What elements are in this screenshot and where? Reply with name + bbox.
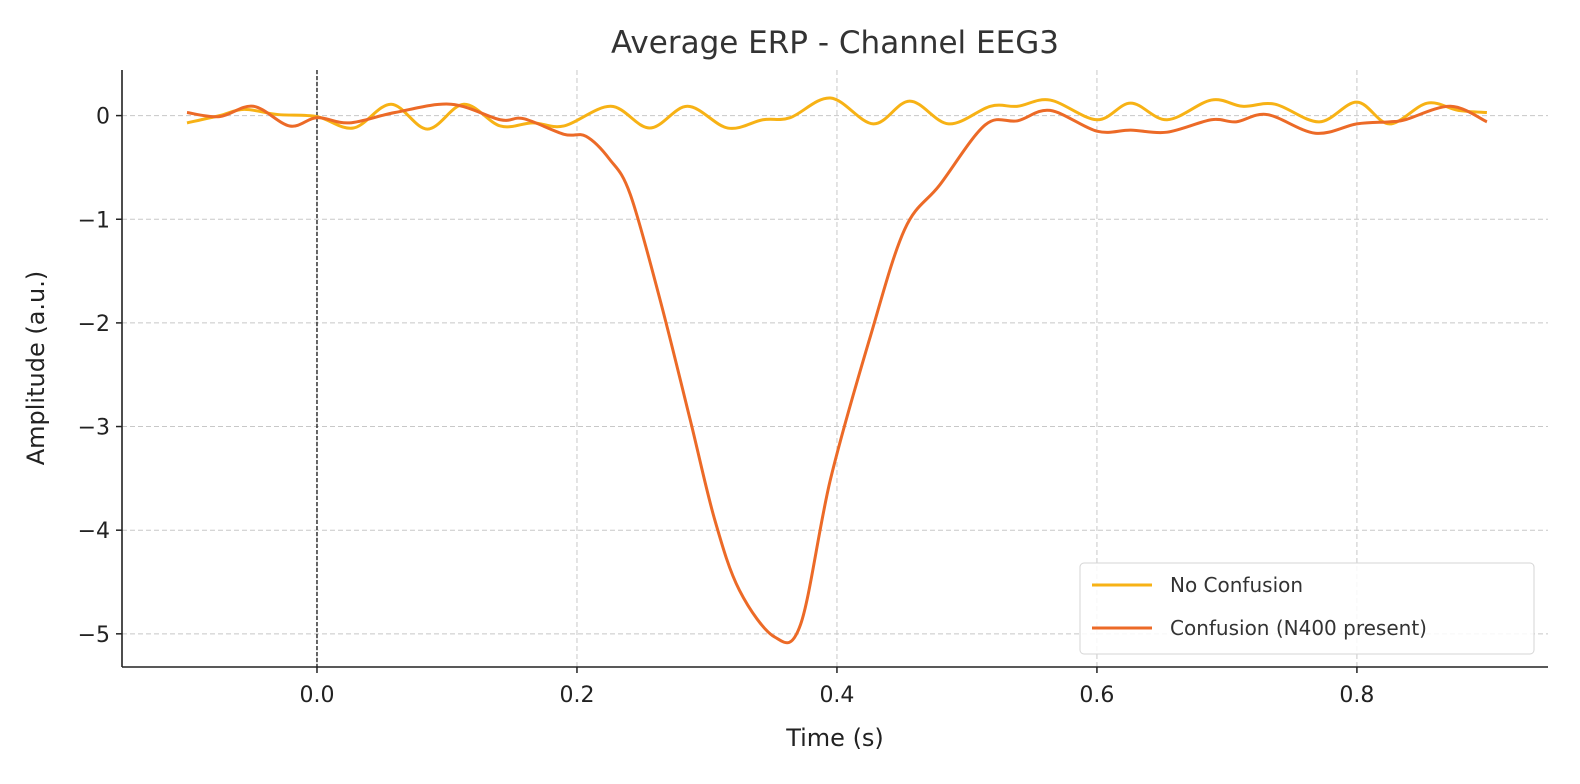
y-axis-label: Amplitude (a.u.) bbox=[22, 271, 50, 466]
y-tick-label: −4 bbox=[78, 519, 110, 544]
tick-labels: 0.0 0.2 0.4 0.6 0.8 0 −1 −2 −3 −4 −5 bbox=[78, 105, 1375, 708]
x-tick-label: 0.0 bbox=[299, 683, 334, 708]
legend-label-confusion: Confusion (N400 present) bbox=[1170, 616, 1427, 640]
series-line-no-confusion bbox=[186, 96, 1488, 131]
y-tick-label: −1 bbox=[78, 208, 110, 233]
x-tick-label: 0.2 bbox=[559, 683, 594, 708]
x-axis-label: Time (s) bbox=[785, 724, 884, 752]
legend: No Confusion Confusion (N400 present) bbox=[1079, 562, 1535, 655]
axes bbox=[116, 70, 1548, 673]
legend-label-no-confusion: No Confusion bbox=[1170, 573, 1303, 597]
y-tick-label: −3 bbox=[78, 416, 110, 441]
y-tick-label: −2 bbox=[78, 312, 110, 337]
x-tick-label: 0.8 bbox=[1339, 683, 1374, 708]
x-tick-label: 0.6 bbox=[1079, 683, 1114, 708]
chart-title: Average ERP - Channel EEG3 bbox=[611, 25, 1059, 61]
y-tick-label: 0 bbox=[96, 105, 110, 130]
series-lines bbox=[186, 96, 1488, 645]
y-tick-label: −5 bbox=[78, 623, 110, 648]
series-line-confusion bbox=[186, 102, 1488, 645]
x-tick-label: 0.4 bbox=[819, 683, 854, 708]
legend-box bbox=[1079, 562, 1535, 655]
